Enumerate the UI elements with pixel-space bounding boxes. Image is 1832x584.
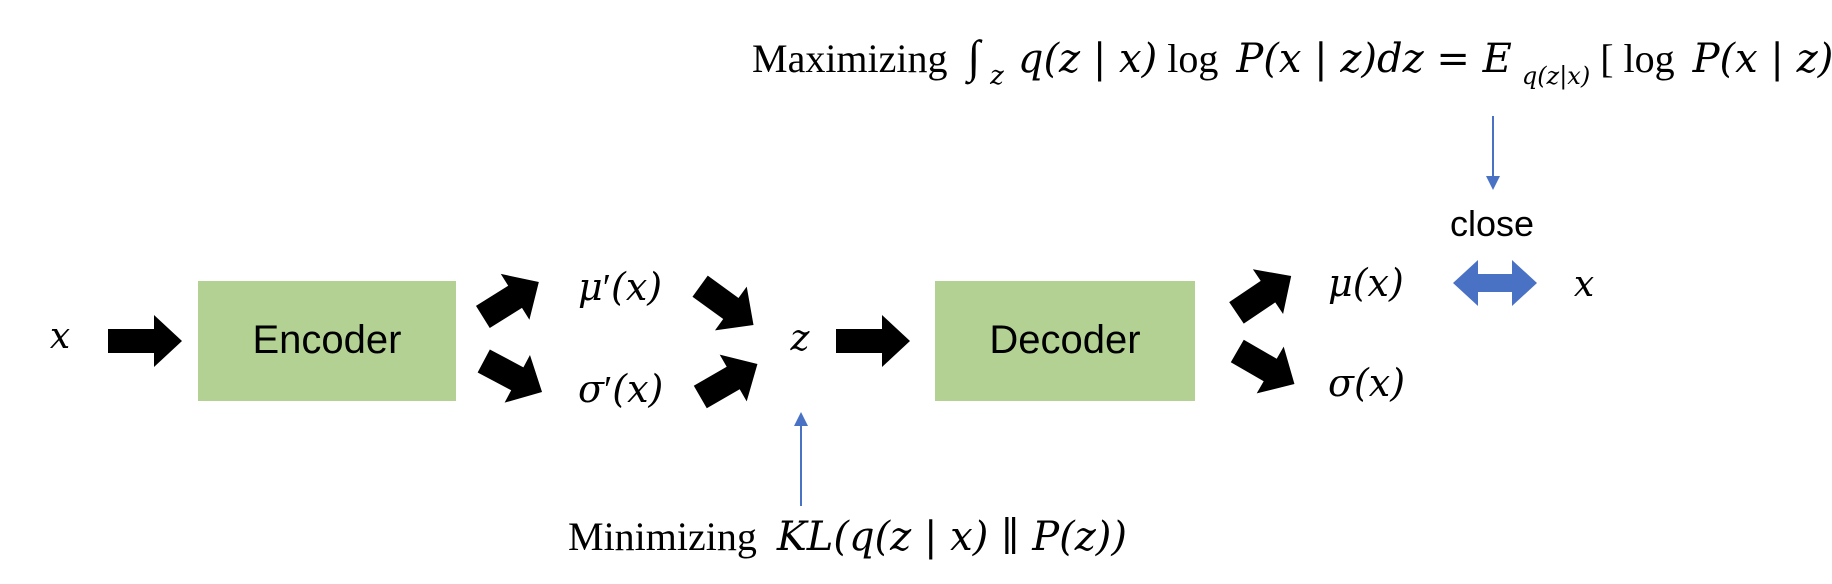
svg-text:Minimizing KL(q(z | x) ∥: Minimizing KL(q(z | x) ∥ P(z)) bbox=[568, 514, 1127, 560]
arrow-encoder-to-mu-prime bbox=[475, 273, 539, 328]
sigma-prime-symbol: σ bbox=[578, 367, 605, 411]
kl-term: KL(q(z | x) ∥ P(z)) bbox=[776, 514, 1127, 560]
sigma-prime-arg: (x) bbox=[612, 367, 663, 411]
maximizing-label: Maximizing bbox=[752, 36, 948, 81]
bottom-pointer-arrow bbox=[794, 412, 808, 506]
top-log-2: log bbox=[1624, 36, 1675, 81]
top-annotation: Maximizing ∫ z q(z | x) log P(x | z)dz =… bbox=[752, 31, 1832, 93]
minimizing-label: Minimizing bbox=[568, 514, 757, 559]
top-q-term: q(z | x) bbox=[1018, 36, 1157, 82]
encoder-label: Encoder bbox=[253, 318, 402, 362]
arrow-decoder-to-mu bbox=[1229, 269, 1292, 324]
encoder-box: Encoder bbox=[198, 281, 456, 401]
sigma-x: σ(x) bbox=[1328, 361, 1405, 405]
bracket-open: [ bbox=[1600, 36, 1613, 81]
sigma-prime-mark: ′ bbox=[604, 369, 612, 411]
latent-z: z bbox=[790, 318, 811, 359]
mu-x: μ(x) bbox=[1328, 261, 1404, 305]
decoder-label: Decoder bbox=[989, 318, 1140, 362]
target-x: x bbox=[1574, 264, 1594, 305]
mu-prime-arg: (x) bbox=[611, 265, 662, 309]
arrow-z-to-decoder bbox=[836, 315, 910, 367]
sigma-prime-x: σ′(x) bbox=[578, 367, 663, 411]
arrow-sigma-prime-to-z bbox=[693, 354, 758, 409]
mu-prime-mark: ′ bbox=[603, 267, 611, 309]
close-double-arrow bbox=[1453, 260, 1537, 306]
arrow-encoder-to-sigma-prime bbox=[477, 349, 543, 403]
arrow-mu-prime-to-z bbox=[692, 275, 754, 331]
expectation-subscript: q(z|x) bbox=[1522, 62, 1590, 91]
mu-prime-symbol: μ bbox=[578, 265, 603, 309]
top-pointer-arrow bbox=[1486, 116, 1500, 190]
integral-subscript: z bbox=[989, 61, 1004, 91]
input-x: x bbox=[50, 316, 70, 357]
decoder-box: Decoder bbox=[935, 281, 1195, 401]
svg-text:Maximizing ∫ z: Maximizing ∫ z q(z | x) log P(x | z)dz =… bbox=[752, 31, 1832, 93]
close-label: close bbox=[1450, 203, 1534, 244]
top-log-1: log bbox=[1167, 36, 1218, 81]
top-p-term: P(x | z)dz = E bbox=[1235, 36, 1512, 82]
arrow-x-to-encoder bbox=[108, 315, 182, 367]
arrow-decoder-to-sigma bbox=[1230, 339, 1295, 394]
bottom-annotation: Minimizing KL(q(z | x) ∥ P(z)) bbox=[568, 514, 1127, 560]
integral-sign: ∫ bbox=[965, 31, 983, 85]
mu-prime-x: μ′(x) bbox=[578, 265, 662, 309]
top-p-term-2: P(x | z) bbox=[1692, 36, 1832, 82]
